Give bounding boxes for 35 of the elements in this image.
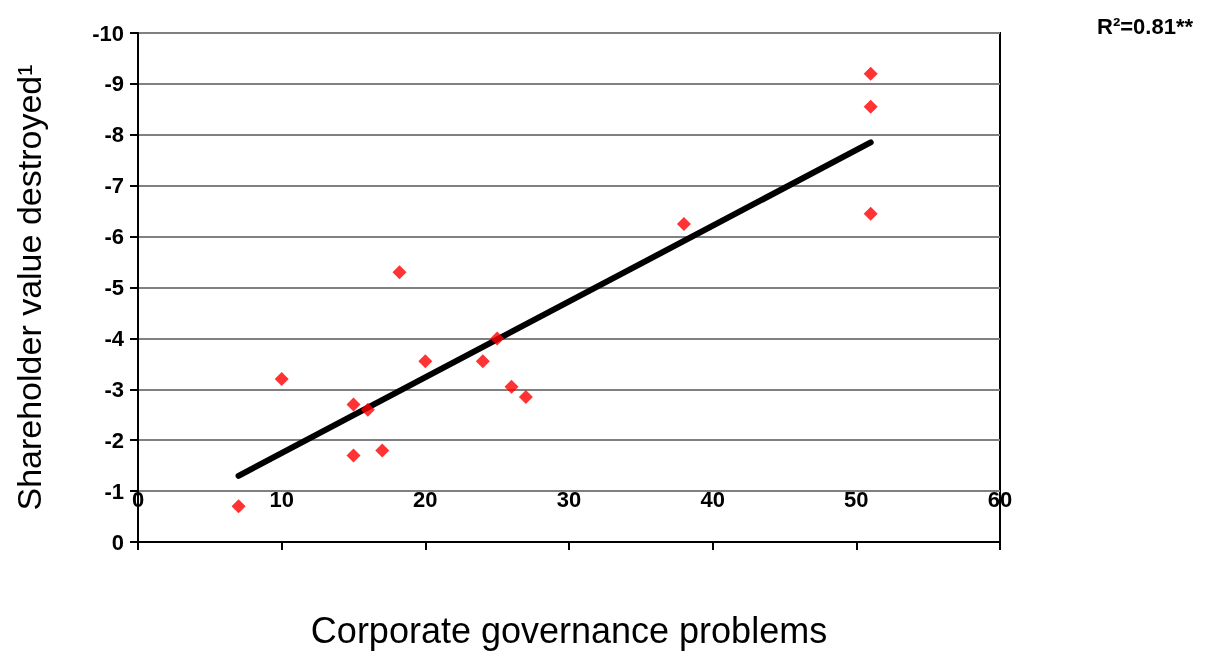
point [863, 99, 878, 114]
point [676, 216, 691, 231]
y-tick-label: -6 [104, 224, 124, 250]
y-tick-label: -7 [104, 173, 124, 199]
y-tick-label: -2 [104, 427, 124, 453]
y-tick-label: -1 [104, 478, 124, 504]
point [418, 354, 433, 369]
x-axis-title: Corporate governance problems [310, 609, 828, 651]
y-tick-label: -4 [104, 325, 125, 351]
point [863, 206, 878, 221]
y-tick-label: -10 [92, 20, 124, 46]
y-axis-title: Shareholder value destroyed¹ [10, 64, 48, 511]
y-tick-label: -3 [104, 376, 124, 402]
point [504, 379, 519, 394]
point [346, 448, 361, 463]
x-tick-label: 30 [556, 486, 582, 512]
x-tick-label: 10 [269, 486, 294, 512]
x-tick-label: 40 [700, 486, 725, 512]
text: R²=0.81** [1097, 13, 1194, 39]
point [518, 389, 533, 404]
y-tick-label: 0 [111, 529, 124, 555]
x-tick-label: 50 [844, 486, 869, 512]
point [346, 397, 361, 412]
y-tick-label: -5 [104, 275, 124, 300]
point [274, 372, 289, 387]
point [863, 66, 878, 81]
x-tick-label: 20 [413, 486, 438, 512]
point [490, 331, 505, 346]
y-tick-label: -8 [104, 122, 124, 148]
point [231, 499, 246, 514]
point [360, 402, 375, 417]
point [475, 354, 490, 369]
point [375, 443, 390, 458]
y-tick-label: -9 [104, 71, 124, 97]
point [392, 265, 407, 280]
